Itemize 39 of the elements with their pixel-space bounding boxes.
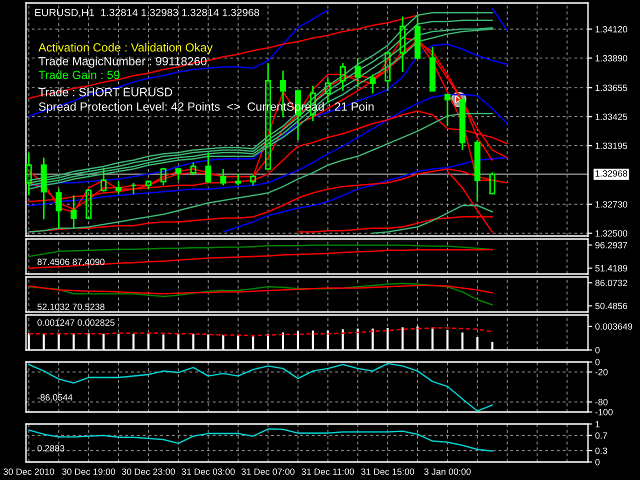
- annotation: 0.2883: [37, 445, 64, 452]
- annotation: -86.0544: [38, 394, 72, 401]
- annotation: Activation Code : Validation Okay: [38, 42, 213, 54]
- y-tick-label: 0: [595, 346, 600, 354]
- ref-line-label: 1.32968: [596, 170, 628, 177]
- annotation: 87.4506 87.4090: [38, 258, 105, 266]
- annotation: 52.1032 70.5238: [37, 304, 104, 310]
- y-tick-label: 0.003649: [595, 323, 632, 330]
- y-tick-label: 0.3: [595, 448, 608, 454]
- y-tick-label: 0: [595, 358, 600, 366]
- x-tick-label: 31 Dec 11:00: [302, 468, 354, 475]
- y-tick-label: 1.32730: [596, 201, 628, 208]
- y-tick-label: 1.33195: [596, 142, 628, 150]
- y-tick-label: 1.33425: [596, 114, 628, 120]
- y-tick-label: 50.4856: [595, 302, 628, 310]
- y-tick-label: -100: [595, 408, 613, 416]
- y-tick-label: -20: [595, 368, 608, 376]
- chart-title: EURUSD,H1 1.32814 1.32983 1.32814 1.32968: [35, 8, 260, 18]
- y-tick-label: 1.33890: [596, 55, 628, 62]
- x-tick-label: 31 Dec 15:00: [361, 468, 414, 475]
- y-tick-label: 51.4189: [595, 265, 628, 272]
- x-tick-label: 31 Dec 07:00: [242, 468, 295, 475]
- y-tick-label: 1.32500: [596, 230, 628, 237]
- annotation: 0.001247 0.002825: [37, 319, 115, 326]
- y-tick-label: -80: [595, 398, 608, 406]
- y-tick-label: 86.0732: [595, 280, 628, 286]
- y-tick-label: 1.34120: [596, 26, 628, 32]
- x-tick-label: 30 Dec 23:00: [122, 468, 175, 475]
- x-tick-label: 31 Dec 03:00: [182, 468, 235, 475]
- y-tick-label: 1: [596, 421, 600, 428]
- annotation: Trade MagicNumber : 99118260: [38, 56, 207, 68]
- annotation: Trade Gain : 59: [38, 70, 120, 80]
- x-tick-label: 30 Dec 19:00: [62, 468, 116, 475]
- y-tick-label: 0: [595, 458, 600, 466]
- y-tick-label: 96.2937: [595, 242, 628, 248]
- y-tick-label: 1.33655: [596, 84, 628, 92]
- y-tick-label: 0.7: [595, 432, 608, 439]
- x-tick-label: 30 Dec 2010: [4, 468, 54, 475]
- x-tick-label: 3 Jan 00:00: [424, 468, 471, 475]
